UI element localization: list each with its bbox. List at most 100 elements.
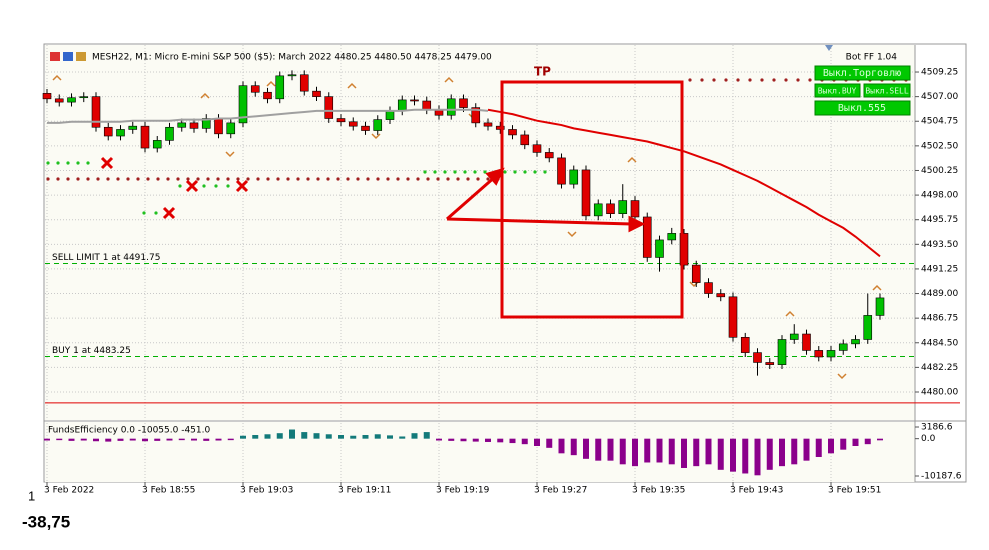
indicator-bar: [558, 438, 565, 454]
indicator-bar: [276, 433, 283, 439]
candle-body: [275, 75, 285, 100]
signal-dot: [216, 177, 220, 181]
indicator-bar: [828, 438, 834, 454]
candle-body: [802, 333, 811, 351]
candle-body: [287, 74, 297, 77]
indicator-bar: [681, 438, 687, 468]
button-label[interactable]: Выкл.Торговлю: [823, 68, 901, 79]
decor: [46, 45, 908, 380]
y-tick-label: 4484.50: [921, 338, 958, 348]
icon: [63, 52, 73, 61]
indicator-bar: [203, 438, 210, 441]
indicator-bar: [485, 438, 491, 442]
signal-dot: [186, 177, 190, 181]
signal-dot: [76, 161, 80, 165]
y-tick-label: 4482.25: [921, 363, 958, 373]
candle-body: [312, 90, 321, 97]
indicator-bar: [668, 438, 675, 465]
candle-body: [471, 107, 481, 124]
indicator-bar: [705, 438, 712, 465]
indicator-bar: [460, 438, 467, 442]
signal-dot: [66, 177, 70, 181]
arrow-head: [485, 167, 505, 186]
signal-dot: [796, 78, 800, 82]
indicator-bar: [166, 438, 173, 441]
button[interactable]: [863, 83, 911, 98]
indicator-title: FundsEfficiency 0.0 -10055.0 -451.0: [48, 426, 210, 436]
signal-dot: [700, 78, 704, 82]
indicator-bar: [766, 438, 773, 470]
candle-body: [361, 125, 370, 131]
indicator-bar: [301, 432, 308, 439]
indicator-bar: [779, 438, 785, 467]
x-tick-label: 3 Feb 2022: [44, 486, 94, 496]
signal-dot: [296, 177, 300, 181]
candle-body: [140, 125, 150, 149]
candle-body: [201, 118, 211, 129]
indicator-bar: [264, 434, 271, 439]
y-tick-label: -10187.6: [921, 471, 962, 481]
signal-dot: [96, 177, 100, 181]
y-tick-label: 4498.00: [921, 191, 958, 201]
signal-dot: [453, 170, 457, 174]
x-mark: [185, 179, 199, 193]
indicator-bar: [877, 438, 883, 441]
moving-average: [47, 108, 489, 124]
candle-body: [716, 293, 726, 298]
candle-body: [704, 282, 713, 294]
fractal-arrow: [837, 373, 847, 380]
y-tick-label: 4491.25: [921, 264, 958, 274]
button[interactable]: [814, 65, 911, 81]
candle-body: [630, 200, 640, 218]
candle-body: [581, 169, 591, 217]
candle-body: [91, 96, 101, 128]
indicator-bar: [252, 435, 259, 439]
indicator-bar: [448, 438, 455, 441]
y-tick-label: 4495.75: [921, 215, 958, 225]
fractal-arrow: [200, 92, 210, 99]
indicator-bar: [399, 436, 406, 439]
signal-dot: [116, 177, 120, 181]
button-label[interactable]: Выкл.555: [838, 103, 886, 114]
header-title: MESH22, M1: Micro E-mini S&P 500 ($5): M…: [92, 53, 492, 63]
signal-dot: [166, 177, 170, 181]
signal-dot: [136, 177, 140, 181]
candle-body: [863, 315, 873, 340]
icon: [76, 52, 86, 61]
candle-body: [667, 233, 677, 241]
indicator-bar: [80, 438, 87, 441]
button[interactable]: [814, 100, 911, 116]
indicator-bar: [436, 438, 442, 441]
indicator-bar: [240, 435, 246, 439]
y-tick-label: 0.0: [921, 434, 936, 444]
button-label[interactable]: Выкл.SELL: [865, 87, 909, 96]
candle-body: [422, 100, 432, 111]
indicator-bar: [534, 438, 540, 447]
indicator-bar: [56, 438, 63, 441]
y-tick-label: 4504.75: [921, 117, 958, 127]
fractal-arrow: [266, 80, 276, 87]
indicator-bar: [632, 438, 638, 467]
indicator-bar: [142, 438, 148, 442]
footer-count: 1: [28, 488, 35, 503]
indicator-bar: [840, 438, 847, 450]
x-tick-label: 3 Feb 18:55: [142, 486, 195, 496]
candle-body: [177, 122, 187, 128]
x-mark: [100, 156, 114, 170]
signal-dot: [808, 78, 812, 82]
x-tick-label: 3 Feb 19:35: [632, 486, 685, 496]
indicator-bar: [546, 438, 553, 448]
signal-dot: [196, 177, 200, 181]
signal-dot: [483, 170, 487, 174]
candle-body: [348, 121, 358, 127]
signal-dot: [486, 177, 490, 181]
signal-dot: [513, 170, 517, 174]
candle-body: [103, 126, 113, 137]
button[interactable]: [814, 83, 861, 98]
signal-dot: [154, 211, 158, 215]
signal-dot: [316, 177, 320, 181]
signal-dot: [176, 177, 180, 181]
button-label[interactable]: Выкл.BUY: [818, 87, 857, 96]
y-tick-label: 4500.25: [921, 166, 958, 176]
indicator-bar: [730, 438, 736, 472]
